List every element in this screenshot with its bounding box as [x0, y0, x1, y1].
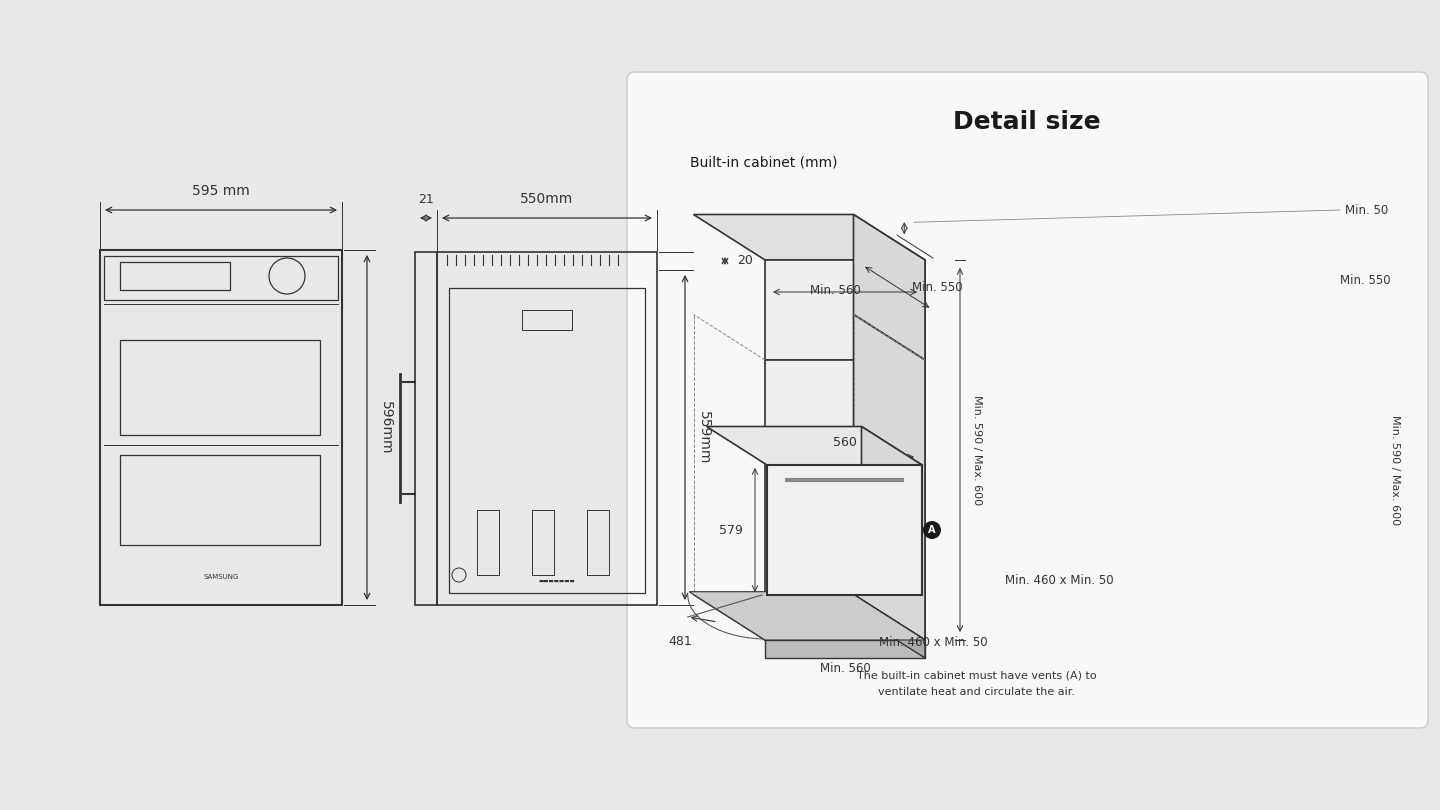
Text: 595 mm: 595 mm: [192, 184, 251, 198]
Text: Min. 460 x Min. 50: Min. 460 x Min. 50: [880, 636, 988, 649]
Polygon shape: [765, 640, 924, 658]
Text: 21: 21: [418, 193, 433, 206]
Polygon shape: [694, 215, 924, 260]
Text: Built-in cabinet (mm): Built-in cabinet (mm): [690, 155, 838, 169]
Text: The built-in cabinet must have vents (A) to: The built-in cabinet must have vents (A)…: [857, 671, 1097, 681]
Text: 20: 20: [737, 254, 753, 267]
Text: Min. 550: Min. 550: [1341, 274, 1391, 287]
Text: Min. 590 / Max. 600: Min. 590 / Max. 600: [1390, 415, 1400, 525]
Text: Min. 590 / Max. 600: Min. 590 / Max. 600: [972, 395, 982, 505]
Bar: [477, 510, 500, 575]
Polygon shape: [861, 427, 922, 595]
Text: 579: 579: [719, 523, 743, 536]
Text: ▬▬▬▬▬▬▬: ▬▬▬▬▬▬▬: [539, 579, 576, 584]
Text: Min. 50: Min. 50: [1345, 203, 1388, 216]
Polygon shape: [694, 595, 924, 640]
Bar: [588, 510, 609, 575]
Polygon shape: [854, 314, 924, 640]
Polygon shape: [765, 260, 924, 360]
Bar: [449, 288, 645, 593]
Bar: [120, 262, 230, 290]
Bar: [521, 310, 572, 330]
Bar: [531, 510, 554, 575]
Text: A: A: [929, 525, 936, 535]
Text: 481: 481: [668, 635, 691, 648]
Circle shape: [923, 521, 940, 539]
Polygon shape: [707, 427, 922, 465]
Text: 559mm: 559mm: [697, 411, 711, 464]
Bar: [120, 455, 320, 545]
Polygon shape: [768, 465, 922, 595]
Text: SAMSUNG: SAMSUNG: [203, 574, 239, 580]
Text: ventilate heat and circulate the air.: ventilate heat and circulate the air.: [878, 687, 1076, 697]
Polygon shape: [854, 215, 924, 360]
Polygon shape: [765, 360, 924, 640]
Text: 596mm: 596mm: [379, 401, 393, 454]
Text: Detail size: Detail size: [953, 110, 1100, 134]
Bar: [99, 250, 343, 605]
Text: Min. 550: Min. 550: [913, 281, 963, 294]
Bar: [436, 252, 657, 605]
Bar: [120, 340, 320, 435]
FancyBboxPatch shape: [626, 72, 1428, 728]
Bar: [104, 256, 338, 300]
Text: 560: 560: [832, 436, 857, 449]
Text: Min. 560: Min. 560: [819, 662, 870, 675]
Polygon shape: [850, 591, 924, 658]
Polygon shape: [690, 591, 924, 640]
Bar: [415, 252, 436, 605]
Text: Min. 560: Min. 560: [809, 284, 860, 296]
Text: Min. 460 x Min. 50: Min. 460 x Min. 50: [1005, 573, 1113, 586]
Text: 550mm: 550mm: [520, 192, 573, 206]
